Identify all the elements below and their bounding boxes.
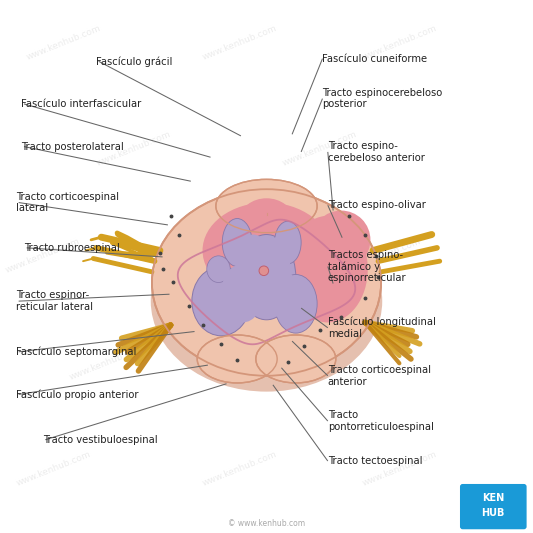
Text: Tracto corticoespinal: Tracto corticoespinal	[16, 192, 119, 201]
Text: www.kenhub.com: www.kenhub.com	[201, 23, 279, 62]
Ellipse shape	[221, 264, 264, 322]
Text: www.kenhub.com: www.kenhub.com	[94, 130, 172, 168]
Text: Fascículo longitudinal: Fascículo longitudinal	[328, 317, 435, 327]
Ellipse shape	[274, 221, 301, 264]
Text: HUB: HUB	[481, 508, 505, 518]
Text: Tracto espinor-: Tracto espinor-	[16, 290, 89, 300]
Ellipse shape	[192, 266, 251, 336]
Text: www.kenhub.com: www.kenhub.com	[14, 450, 92, 488]
Ellipse shape	[152, 189, 381, 376]
Text: www.kenhub.com: www.kenhub.com	[68, 343, 146, 382]
Text: Fascículo propio anterior: Fascículo propio anterior	[16, 389, 139, 400]
Ellipse shape	[197, 335, 277, 383]
Text: Tracto espinocerebeloso: Tracto espinocerebeloso	[322, 88, 443, 98]
Text: medial: medial	[328, 329, 362, 338]
Text: Tracto rubroespinal: Tracto rubroespinal	[24, 243, 120, 253]
Text: KEN: KEN	[482, 494, 504, 503]
Text: Tractos espino-: Tractos espino-	[328, 250, 403, 260]
Text: cerebeloso anterior: cerebeloso anterior	[328, 153, 425, 163]
Ellipse shape	[216, 179, 317, 232]
Text: Tracto espino-olivar: Tracto espino-olivar	[328, 200, 426, 210]
Ellipse shape	[237, 235, 296, 320]
Text: Fascículo septomarginal: Fascículo septomarginal	[16, 346, 136, 357]
Text: www.kenhub.com: www.kenhub.com	[361, 450, 439, 488]
Circle shape	[259, 266, 269, 276]
Text: reticular lateral: reticular lateral	[16, 302, 93, 312]
Text: Fascículo cuneiforme: Fascículo cuneiforme	[322, 54, 427, 63]
Text: espinorreticular: espinorreticular	[328, 273, 407, 283]
Ellipse shape	[207, 256, 230, 282]
Text: © www.kenhub.com: © www.kenhub.com	[228, 519, 305, 528]
Text: www.kenhub.com: www.kenhub.com	[281, 130, 359, 168]
Ellipse shape	[261, 269, 298, 317]
Text: Tracto posterolateral: Tracto posterolateral	[21, 142, 124, 151]
Text: Tracto: Tracto	[328, 410, 358, 420]
Ellipse shape	[312, 211, 370, 269]
Text: www.kenhub.com: www.kenhub.com	[25, 23, 103, 62]
Ellipse shape	[237, 235, 269, 282]
Ellipse shape	[240, 198, 293, 241]
Text: lateral: lateral	[16, 204, 48, 213]
Text: www.kenhub.com: www.kenhub.com	[361, 23, 439, 62]
Ellipse shape	[264, 237, 290, 280]
Text: Fascículo grácil: Fascículo grácil	[96, 56, 172, 67]
Text: posterior: posterior	[322, 100, 367, 109]
Text: www.kenhub.com: www.kenhub.com	[254, 343, 332, 382]
Ellipse shape	[203, 203, 330, 298]
Text: www.kenhub.com: www.kenhub.com	[185, 237, 263, 275]
Text: Tracto espino-: Tracto espino-	[328, 141, 398, 151]
Text: www.kenhub.com: www.kenhub.com	[345, 237, 423, 275]
Ellipse shape	[256, 335, 336, 383]
Text: Tracto tectoespinal: Tracto tectoespinal	[328, 456, 422, 466]
Text: Tracto corticoespinal: Tracto corticoespinal	[328, 365, 431, 375]
Text: www.kenhub.com: www.kenhub.com	[4, 237, 82, 275]
Ellipse shape	[288, 216, 368, 322]
Text: talámico y: talámico y	[328, 261, 380, 272]
Text: pontorreticuloespinal: pontorreticuloespinal	[328, 422, 434, 432]
Text: anterior: anterior	[328, 377, 367, 386]
Text: Tracto vestibuloespinal: Tracto vestibuloespinal	[43, 435, 157, 445]
Ellipse shape	[151, 211, 382, 392]
Text: Fascículo interfascicular: Fascículo interfascicular	[21, 99, 142, 109]
FancyBboxPatch shape	[460, 484, 527, 529]
Ellipse shape	[222, 219, 252, 266]
Ellipse shape	[274, 274, 317, 333]
Text: www.kenhub.com: www.kenhub.com	[201, 450, 279, 488]
